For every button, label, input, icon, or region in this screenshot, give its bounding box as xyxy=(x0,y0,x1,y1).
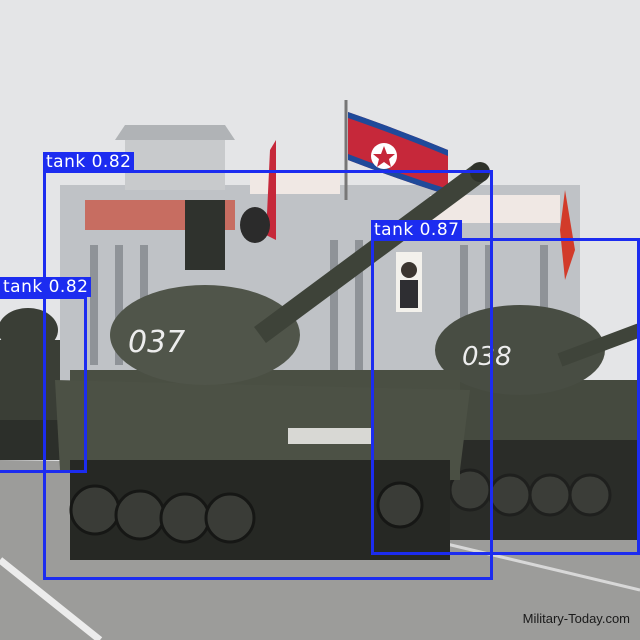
detection-label-3: tank 0.82 xyxy=(0,277,92,297)
detection-score: 0.82 xyxy=(48,277,89,297)
detection-score: 0.82 xyxy=(91,152,132,172)
detection-box-3 xyxy=(0,296,87,473)
detection-class: tank xyxy=(3,277,43,297)
tank-main: 037 xyxy=(55,162,490,560)
detection-class: tank xyxy=(374,220,414,240)
flag xyxy=(266,100,575,280)
tank-right: 038 xyxy=(400,305,640,540)
detection-box-1 xyxy=(43,170,493,580)
watermark: Military-Today.com xyxy=(522,611,630,626)
tank-number-main: 037 xyxy=(128,325,185,360)
detection-class: tank xyxy=(46,152,86,172)
detection-label-2: tank 0.87 xyxy=(371,220,463,240)
detection-box-2 xyxy=(371,238,640,555)
detection-label-1: tank 0.82 xyxy=(43,152,135,172)
detection-score: 0.87 xyxy=(419,220,460,240)
tank-number-right: 038 xyxy=(462,342,512,372)
